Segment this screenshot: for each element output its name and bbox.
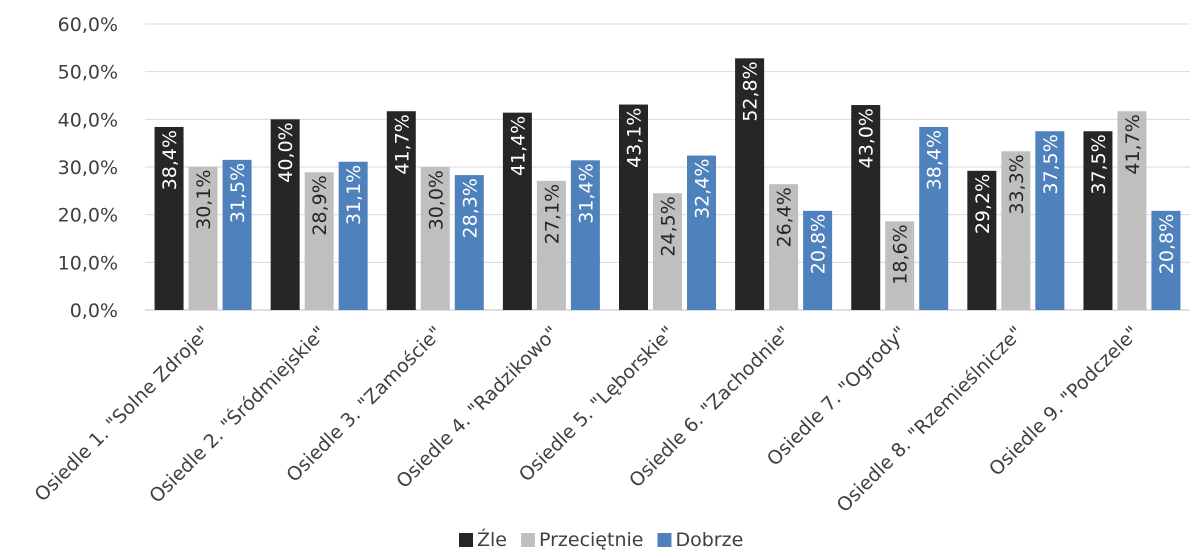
legend-swatch [520, 533, 535, 547]
data-label: 31,1% [343, 165, 365, 225]
bar [1151, 210, 1181, 310]
data-label: 20,8% [808, 214, 830, 274]
bar [1117, 111, 1147, 310]
bar [1001, 151, 1031, 310]
bar [188, 166, 218, 310]
data-label: 43,1% [624, 108, 646, 168]
bar [502, 112, 532, 310]
data-label: 52,8% [740, 61, 762, 121]
y-tick-label: 0,0% [70, 300, 118, 322]
y-tick-label: 50,0% [58, 62, 118, 84]
data-label: 20,8% [1156, 214, 1178, 274]
y-tick-label: 20,0% [58, 205, 118, 227]
bar [270, 119, 300, 310]
legend-label: Dobrze [675, 529, 743, 551]
data-label: 38,4% [159, 130, 181, 190]
bar [1035, 131, 1065, 310]
bar [919, 126, 949, 311]
bars [154, 58, 1181, 311]
legend-swatch [657, 533, 672, 547]
data-label: 43,0% [856, 108, 878, 168]
bar [967, 170, 997, 310]
data-label: 40,0% [275, 122, 297, 182]
bar [420, 167, 450, 310]
bar [769, 184, 799, 310]
bar [735, 58, 765, 310]
data-label: 41,7% [391, 114, 413, 174]
bar [803, 210, 833, 310]
x-axis: Osiedle 1. "Solne Zdroje"Osiedle 2. "Śró… [31, 321, 1144, 517]
data-label: 33,3% [1006, 154, 1028, 214]
data-label: 29,2% [972, 174, 994, 234]
data-label: 37,5% [1040, 134, 1062, 194]
data-label: 32,4% [692, 159, 714, 219]
data-label: 26,4% [774, 187, 796, 247]
data-label: 28,3% [459, 178, 481, 238]
y-tick-label: 30,0% [58, 157, 118, 179]
data-label: 27,1% [541, 184, 563, 244]
bar [619, 104, 648, 310]
data-label: 31,5% [227, 163, 249, 223]
y-tick-label: 10,0% [58, 252, 118, 274]
data-label: 28,9% [309, 175, 331, 235]
bar [536, 180, 566, 310]
legend-label: Źle [477, 528, 507, 551]
data-label: 30,1% [193, 170, 215, 230]
data-label: 30,0% [425, 170, 447, 230]
data-label: 37,5% [1088, 134, 1110, 194]
legend: Źle Przeciętnie Dobrze [459, 528, 743, 551]
bar [338, 161, 368, 310]
bar [386, 111, 416, 310]
data-label: 31,4% [575, 163, 597, 223]
bar [687, 155, 716, 310]
bar [570, 160, 600, 310]
bar [1083, 131, 1113, 310]
data-label: 41,7% [1122, 114, 1144, 174]
bar [454, 175, 484, 310]
legend-label: Przeciętnie [539, 529, 643, 551]
y-tick-label: 40,0% [58, 109, 118, 131]
data-label: 41,4% [507, 116, 529, 176]
y-axis: 0,0% 10,0% 20,0% 30,0% 40,0% 50,0% 60,0% [58, 14, 118, 322]
bar [885, 221, 915, 310]
data-label: 24,5% [658, 196, 680, 256]
bar [851, 105, 881, 311]
y-tick-label: 60,0% [58, 14, 118, 36]
bar [653, 193, 682, 310]
legend-swatch [459, 533, 473, 547]
bar [154, 126, 184, 311]
data-labels: 38,4% 30,1% 31,5% 40,0% 28,9% 31,1% 41,7% 30,0%… [159, 61, 1178, 284]
data-label: 18,6% [890, 224, 912, 284]
bar [222, 159, 252, 310]
bar [304, 172, 334, 310]
x-tick-label: Osiedle 8. "Rzemieślnicze" [833, 322, 1028, 517]
data-label: 38,4% [924, 130, 946, 190]
